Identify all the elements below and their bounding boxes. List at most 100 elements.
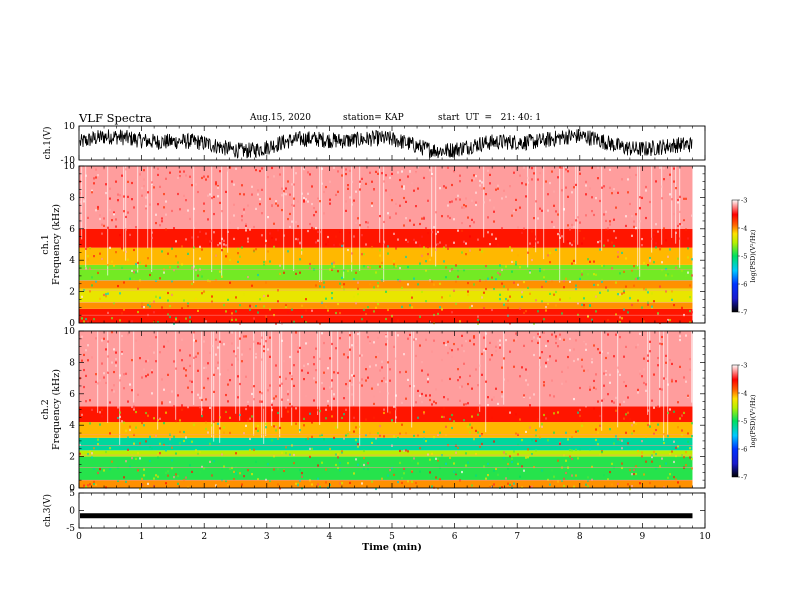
spectrogram-fleck <box>665 377 667 380</box>
spectrogram-fleck <box>485 193 487 196</box>
spectrogram-fleck <box>687 440 689 443</box>
spectrogram-fleck <box>147 359 149 362</box>
spectrogram-fleck <box>109 197 111 200</box>
spectrogram-fleck <box>253 448 255 451</box>
spectrogram-fleck <box>603 384 605 387</box>
spectrogram-fleck <box>691 214 693 217</box>
spectrogram-fleck <box>195 339 197 343</box>
spectrogram-fleck <box>565 471 567 475</box>
spectrogram-fleck <box>407 378 409 381</box>
spectrogram-fleck <box>309 447 311 450</box>
spectrogram-fleck <box>219 427 221 430</box>
spectrogram-fleck <box>193 207 195 210</box>
spectrogram-fleck <box>175 255 177 258</box>
spectrogram-fleck <box>279 375 281 379</box>
spectrogram-fleck <box>427 232 429 235</box>
spectrogram-fleck <box>385 343 387 346</box>
spectrogram-fleck <box>325 297 327 300</box>
spectrogram-fleck <box>603 244 605 247</box>
spectrogram-fleck <box>455 471 457 475</box>
spectrogram-fleck <box>281 194 283 197</box>
spectrogram-fleck <box>405 217 407 220</box>
spectrogram-fleck <box>299 271 301 274</box>
spectrogram-fleck <box>691 274 693 277</box>
spectrogram-fleck <box>419 315 421 318</box>
spectrogram-fleck <box>451 200 453 203</box>
spectrogram-fleck <box>231 318 233 321</box>
spectrogram-fleck <box>269 232 271 235</box>
spectrogram-fleck <box>133 433 135 437</box>
spectrogram-fleck <box>375 487 377 491</box>
spectrogram-fleck <box>487 462 489 466</box>
spectrogram-spike <box>637 166 639 267</box>
spectrogram-fleck <box>235 452 237 455</box>
spectrogram-fleck <box>461 344 463 347</box>
spectrogram-fleck <box>151 447 153 450</box>
spectrogram-fleck <box>649 256 651 260</box>
spectrogram-fleck <box>137 469 139 472</box>
spectrogram-fleck <box>119 292 121 295</box>
spectrogram-fleck <box>151 236 153 240</box>
spectrogram-fleck <box>623 291 625 294</box>
spectrogram-fleck <box>681 243 683 246</box>
spectrogram-fleck <box>277 204 279 207</box>
y-tick-label: 2 <box>69 288 75 298</box>
spectrogram-fleck <box>551 469 553 472</box>
spectrogram-fleck <box>87 453 89 456</box>
spectrogram-fleck <box>383 411 385 415</box>
recording-date: Aug.15, 2020 <box>250 113 311 123</box>
spectrogram-fleck <box>191 236 193 239</box>
spectrogram-fleck <box>133 248 135 252</box>
spectrogram-fleck <box>585 343 587 346</box>
spectrogram-fleck <box>169 266 171 269</box>
spectrogram-fleck <box>657 405 659 408</box>
spectrogram-fleck <box>227 400 229 403</box>
spectrogram-spike <box>543 166 545 260</box>
spectrogram-fleck <box>271 403 273 406</box>
spectrogram-fleck <box>369 340 371 343</box>
spectrogram-fleck <box>255 248 257 251</box>
spectrogram-fleck <box>625 224 627 228</box>
spectrogram-fleck <box>345 434 347 437</box>
spectrogram-fleck <box>691 258 693 261</box>
spectrogram-fleck <box>161 401 163 404</box>
spectrogram-fleck <box>351 344 353 347</box>
spectrogram-fleck <box>431 350 433 353</box>
spectrogram-fleck <box>409 170 411 173</box>
spectrogram-fleck <box>513 260 515 263</box>
spectrogram-fleck <box>185 199 187 202</box>
spectrogram-fleck <box>195 268 197 272</box>
spectrogram-fleck <box>471 484 473 487</box>
spectrogram-fleck <box>351 203 353 206</box>
spectrogram-fleck <box>143 474 145 477</box>
spectrogram-fleck <box>369 185 371 189</box>
spectrogram-fleck <box>473 283 475 286</box>
spectrogram-fleck <box>117 416 119 420</box>
spectrogram-fleck <box>343 242 345 245</box>
spectrogram-fleck <box>523 394 525 397</box>
spectrogram-fleck <box>383 240 385 243</box>
spectrogram-fleck <box>271 166 273 170</box>
spectrogram-spike <box>299 331 301 433</box>
spectrogram-fleck <box>597 283 599 287</box>
spectrogram-fleck <box>569 337 571 341</box>
spectrogram-fleck <box>353 472 355 475</box>
spectrogram-fleck <box>85 247 87 250</box>
spectrogram-fleck <box>319 485 321 489</box>
spectrogram-fleck <box>243 193 245 196</box>
spectrogram-fleck <box>515 413 517 416</box>
spectrogram-fleck <box>427 373 429 376</box>
spectrogram-fleck <box>363 467 365 470</box>
spectrogram-fleck <box>673 167 675 170</box>
spectrogram-fleck <box>403 185 405 188</box>
spectrogram-fleck <box>189 175 191 178</box>
spectrogram-fleck <box>469 235 471 238</box>
x-axis-label: Time (min) <box>362 542 422 553</box>
spectrogram-fleck <box>341 285 343 289</box>
spectrogram-fleck <box>247 419 249 422</box>
spectrogram-fleck <box>435 243 437 246</box>
spectrogram-fleck <box>181 307 183 310</box>
spectrogram-spike <box>235 331 237 414</box>
spectrogram-fleck <box>331 291 333 295</box>
spectrogram-fleck <box>487 277 489 280</box>
